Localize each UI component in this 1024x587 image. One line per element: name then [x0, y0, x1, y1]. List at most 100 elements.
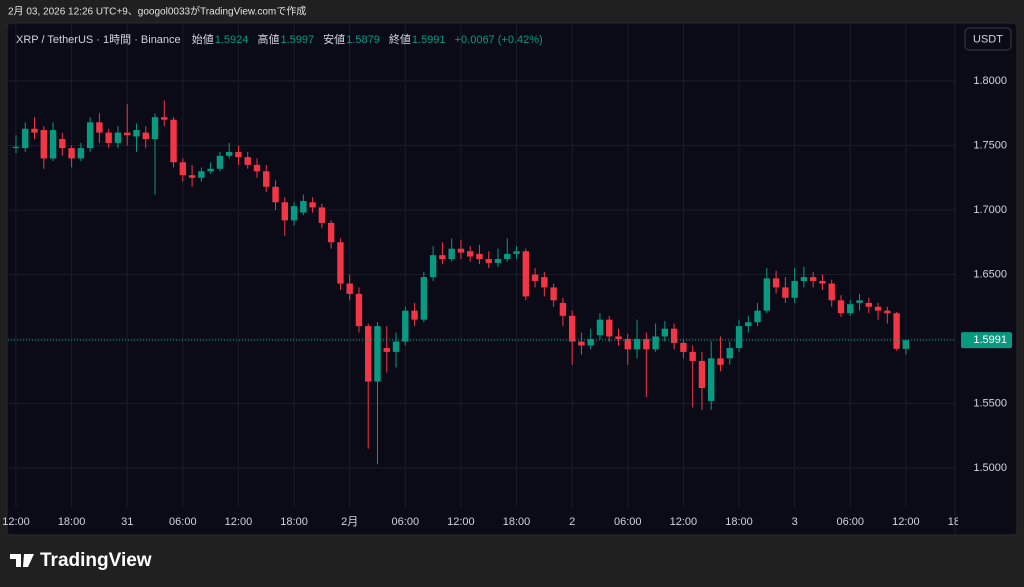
candle-body — [837, 300, 845, 314]
last-price-label: 1.5991 — [973, 334, 1007, 346]
open-value: 1.5924 — [214, 34, 249, 46]
candle-body — [133, 130, 140, 137]
footer-logo: TradingView — [40, 550, 152, 571]
x-tick-label: 18:00 — [58, 516, 86, 528]
candle-body — [782, 287, 789, 298]
low-label: 安値 — [323, 34, 346, 46]
x-tick-label: 12:00 — [225, 516, 253, 528]
candle-body — [466, 251, 474, 257]
candle-body — [263, 171, 270, 187]
candle-body — [235, 151, 242, 158]
candle-body — [198, 171, 205, 178]
low-value: 1.5879 — [346, 34, 380, 46]
candle-body — [420, 277, 428, 320]
candle-body — [643, 339, 650, 350]
x-tick-label: 18:00 — [280, 516, 308, 528]
candle-body — [68, 148, 75, 159]
x-tick-label: 3 — [792, 516, 798, 528]
candle-body — [513, 251, 520, 254]
candle-body — [726, 348, 733, 359]
candle-body — [800, 277, 808, 281]
candle-body — [485, 259, 492, 263]
candle-body — [411, 310, 418, 320]
candle-body — [300, 200, 307, 213]
candle-body — [717, 358, 724, 365]
candles — [8, 100, 955, 465]
candle-body — [86, 122, 94, 149]
candle-body — [365, 326, 372, 382]
candle-body — [272, 186, 279, 203]
candle-body — [225, 151, 233, 156]
symbol-title: XRP / TetherUS · 1時間 · Binance — [16, 34, 181, 46]
candle-body — [865, 302, 872, 307]
candle-body — [559, 302, 567, 316]
candle-body — [624, 339, 631, 350]
candle-body — [216, 155, 224, 169]
price-axis: 1.50001.55001.60001.65001.70001.75001.80… — [961, 75, 1012, 474]
change-value: +0.0067 (+0.42%) — [454, 34, 543, 46]
candle-body — [791, 280, 798, 298]
candle-body — [578, 341, 585, 346]
candle-body — [105, 132, 112, 143]
logo — [10, 554, 34, 567]
candle-body — [735, 326, 743, 349]
candle-body — [772, 278, 780, 288]
x-tick-label: 06:00 — [614, 516, 642, 528]
candle-body — [142, 132, 149, 140]
candle-body — [550, 287, 557, 301]
candle-body — [59, 139, 66, 149]
candle-body — [31, 128, 38, 133]
candle-body — [661, 328, 669, 337]
candle-body — [568, 315, 576, 342]
last-price-box — [961, 332, 1012, 349]
currency-button-label[interactable]: USDT — [973, 33, 1003, 45]
candle-body — [337, 242, 344, 284]
candle-body — [327, 222, 335, 243]
y-tick-label: 1.7000 — [973, 204, 1007, 216]
candle-body — [49, 130, 57, 159]
candle-body — [161, 117, 168, 120]
candle-body — [633, 339, 641, 350]
candle-body — [884, 310, 891, 314]
candle-body — [22, 128, 29, 149]
candle-body — [708, 358, 715, 401]
candle-body — [541, 277, 548, 288]
candle-body — [809, 277, 817, 281]
candle-body — [439, 255, 446, 260]
candle-body — [763, 278, 771, 311]
candle-body — [698, 360, 706, 389]
x-tick-label: 06:00 — [836, 516, 864, 528]
y-tick-label: 1.7500 — [973, 139, 1007, 151]
high-label: 高値 — [257, 34, 280, 46]
candle-body — [457, 248, 465, 253]
candle-body — [318, 207, 326, 223]
candle-body — [281, 202, 288, 221]
candle-body — [596, 319, 604, 336]
candle-body — [504, 253, 511, 260]
candle-body — [179, 162, 187, 176]
candle-body — [902, 340, 910, 349]
x-tick-label: 12:00 — [2, 516, 30, 528]
currency-button[interactable] — [964, 27, 1012, 51]
candle-body — [402, 310, 409, 342]
x-tick-label: 06:00 — [169, 516, 197, 528]
x-tick-label: 06:00 — [392, 516, 420, 528]
candle-body — [819, 280, 826, 284]
candle-body — [606, 319, 613, 337]
candle-body — [652, 336, 659, 350]
x-tick-label: 2 — [569, 516, 575, 528]
candle-body — [346, 283, 353, 294]
candle-body — [355, 293, 363, 327]
open-label: 始値 — [191, 34, 214, 46]
candle-body — [96, 122, 103, 133]
candle-body — [856, 300, 863, 303]
candle-body — [244, 157, 251, 165]
high-value: 1.5997 — [280, 34, 315, 46]
x-tick-label: 12:00 — [447, 516, 475, 528]
candle-body — [847, 304, 854, 314]
close-label: 終値 — [388, 34, 411, 46]
candle-body — [207, 168, 214, 172]
candle-body — [114, 132, 122, 143]
candle-body — [170, 119, 177, 163]
candle-body — [587, 339, 594, 346]
